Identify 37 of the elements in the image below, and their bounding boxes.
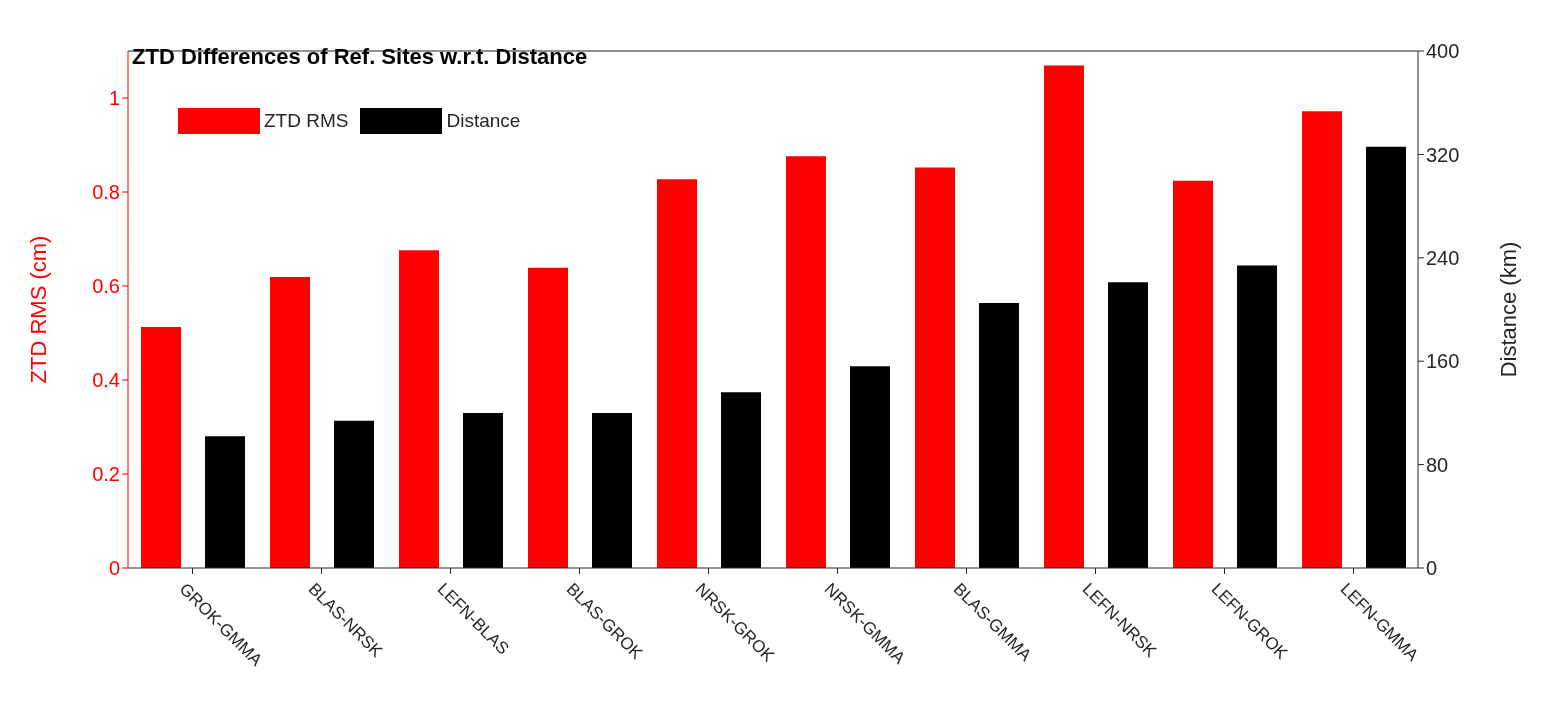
y2-tick-label: 320 (1426, 143, 1460, 166)
bar (915, 167, 955, 568)
bar (721, 392, 761, 568)
bar (1108, 282, 1148, 568)
y-tick-label: 0.8 (92, 181, 120, 204)
y-tick-label: 0.6 (92, 275, 120, 298)
bar (1044, 65, 1084, 568)
bar (592, 412, 632, 568)
legend-label: Distance (446, 110, 521, 132)
bar (1366, 146, 1406, 568)
y2-tick-label: 400 (1426, 40, 1460, 63)
bar (979, 303, 1019, 568)
y2-tick-label: 0 (1426, 557, 1438, 580)
y-axis-title: ZTD RMS (cm) (25, 235, 51, 384)
bar (1173, 180, 1213, 568)
bar (205, 436, 245, 568)
bar (1302, 111, 1342, 568)
y-tick-label: 0.4 (92, 369, 120, 392)
y-tick-label: 0 (108, 557, 120, 580)
legend-label: ZTD RMS (264, 110, 349, 132)
bar (850, 366, 890, 568)
y-tick-label: 0.2 (92, 463, 120, 486)
bar (463, 412, 503, 568)
bar (528, 267, 568, 568)
bar (141, 326, 181, 568)
bar (657, 179, 697, 568)
y2-tick-label: 160 (1426, 350, 1460, 373)
y2-tick-label: 240 (1426, 246, 1460, 269)
y2-axis-title: Distance (km) (1495, 241, 1521, 378)
y-tick-label: 1 (108, 87, 120, 110)
bar (1237, 265, 1277, 568)
bar (334, 420, 374, 568)
bar (399, 250, 439, 568)
chart-title: ZTD Differences of Ref. Sites w.r.t. Distance (132, 44, 588, 70)
bar (786, 156, 826, 568)
y2-tick-label: 80 (1426, 453, 1449, 476)
bar (270, 277, 310, 568)
